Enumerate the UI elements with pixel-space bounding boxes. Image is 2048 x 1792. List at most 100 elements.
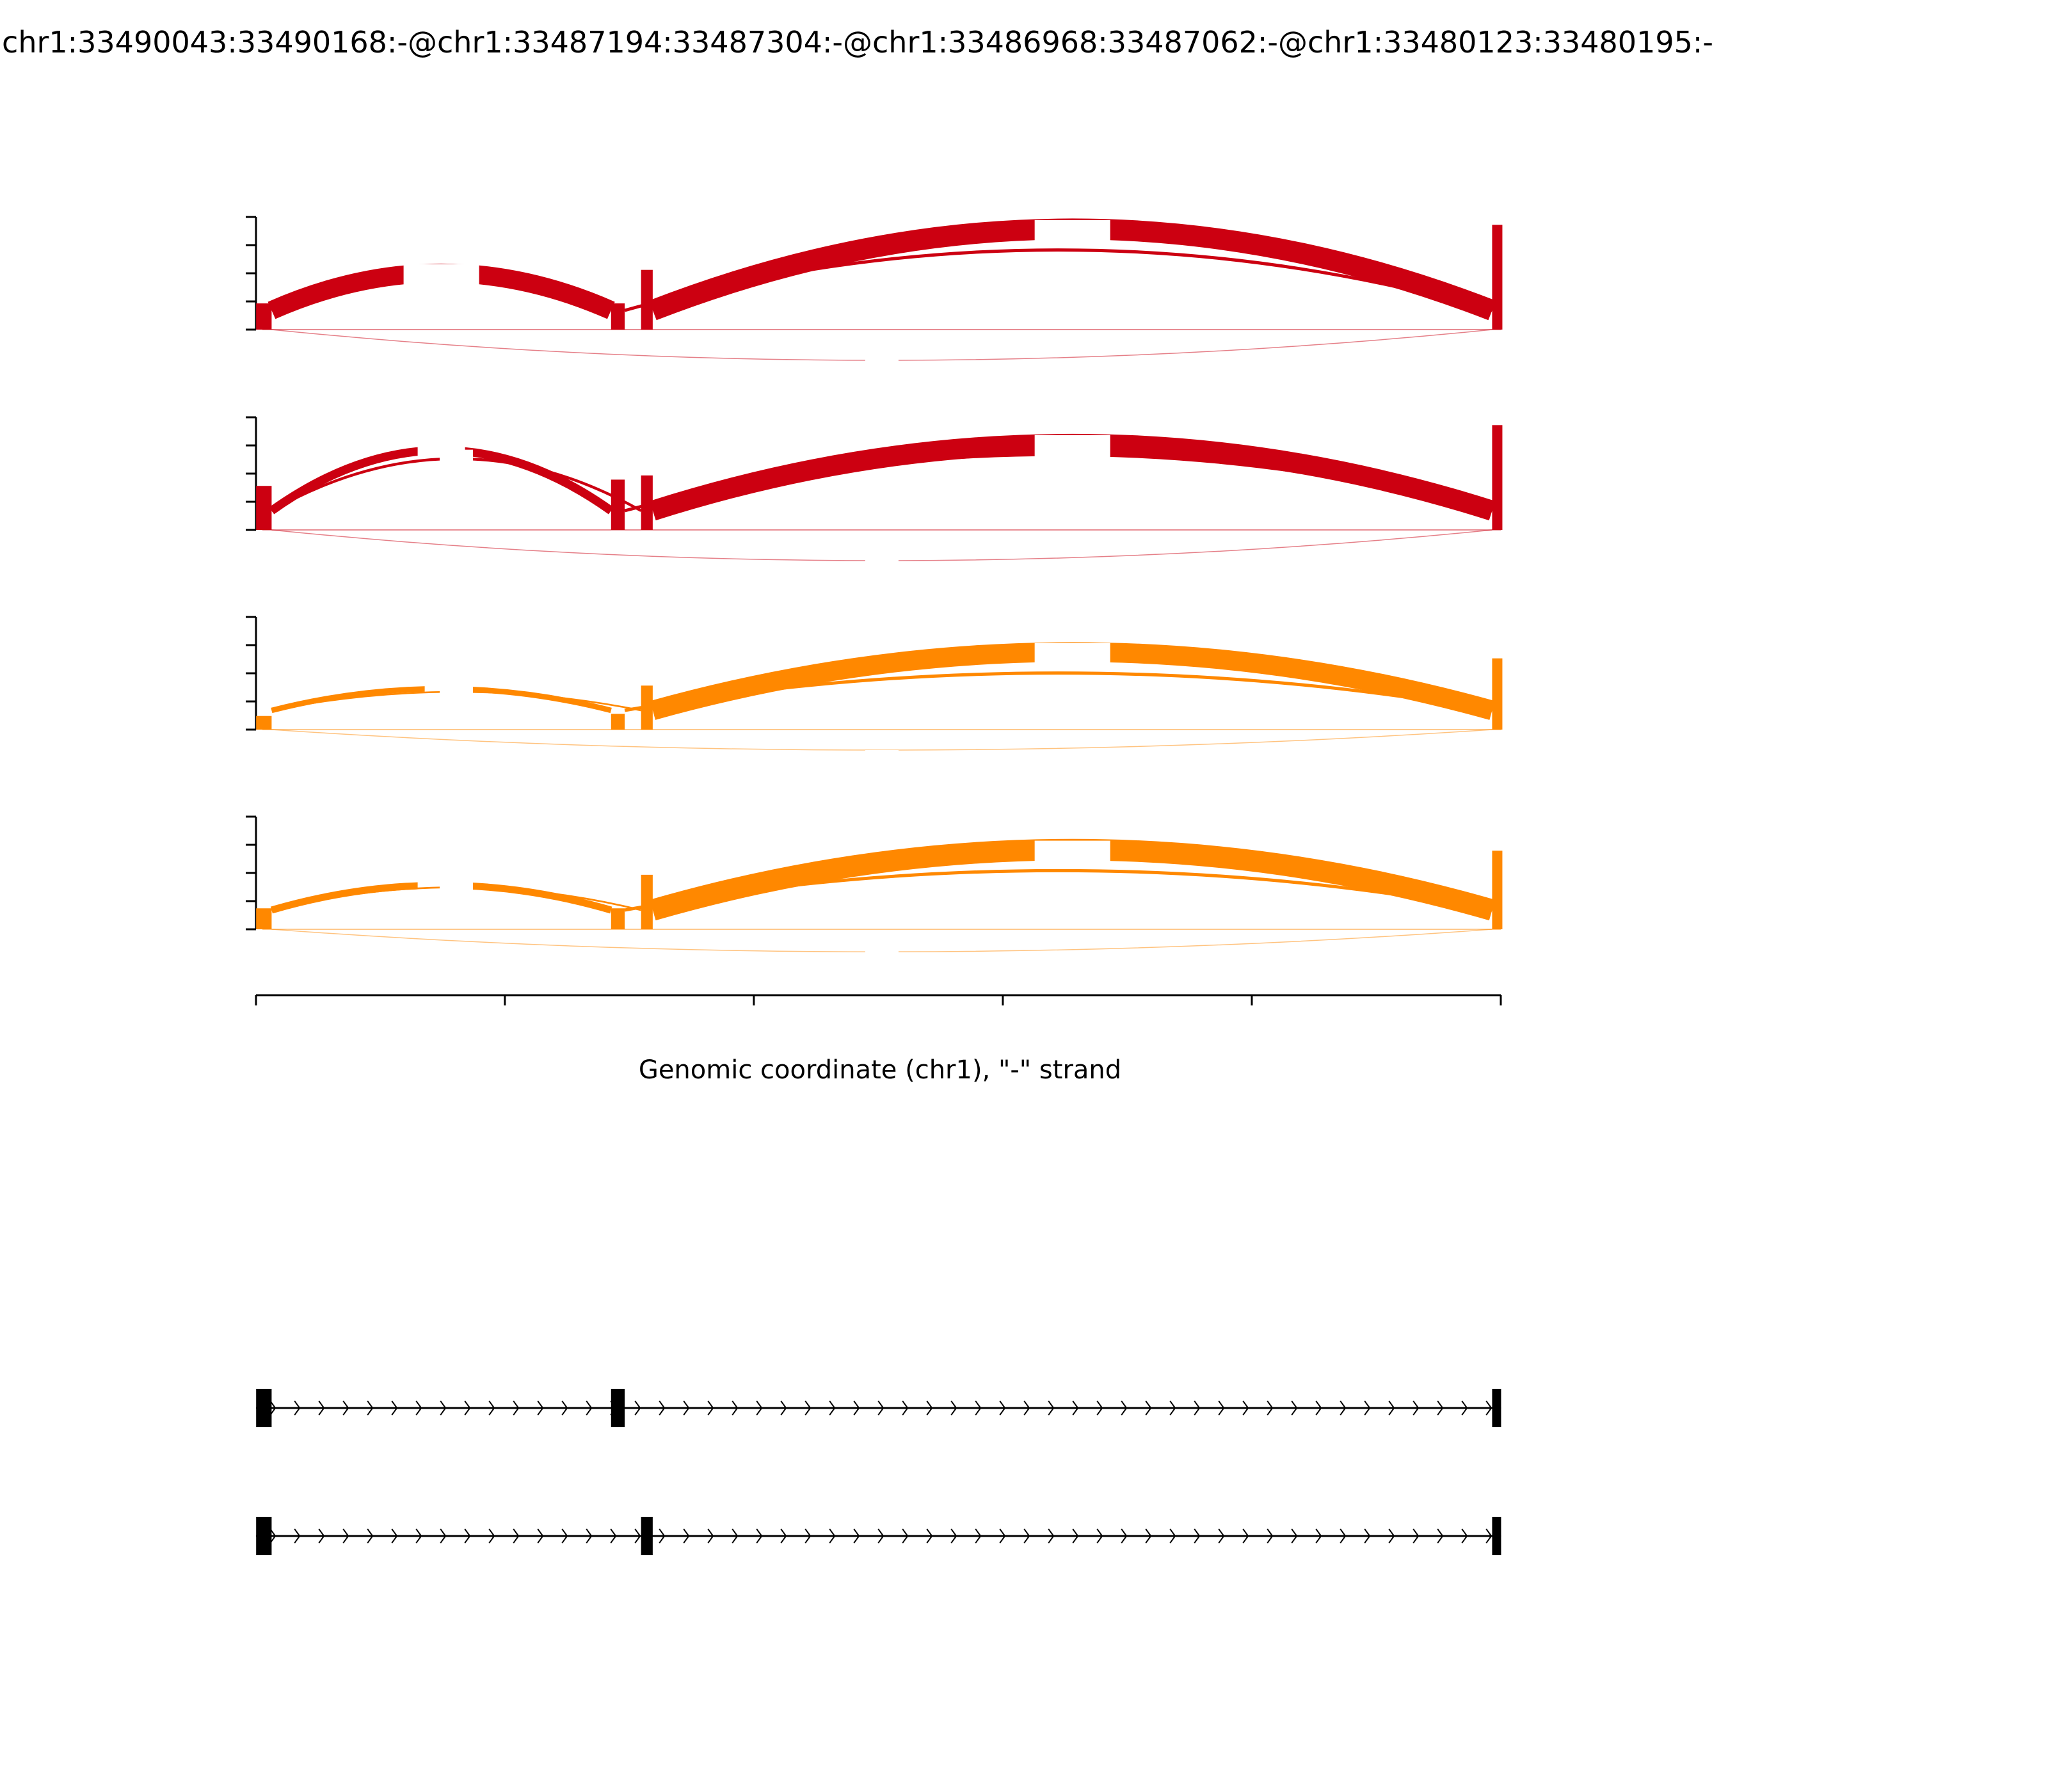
- strand-arrow-icon: [659, 1400, 666, 1416]
- strand-arrow-icon: [1461, 1400, 1468, 1416]
- strand-arrow-icon: [1194, 1400, 1201, 1416]
- strand-arrow-icon: [1048, 1528, 1055, 1544]
- strand-arrow-icon: [367, 1528, 374, 1544]
- isoform-track: [256, 1389, 1501, 1555]
- strand-arrow-icon: [902, 1400, 909, 1416]
- junction-label-bg: [1034, 840, 1110, 864]
- strand-arrow-icon: [1218, 1528, 1225, 1544]
- exon-block: [256, 1389, 272, 1427]
- strand-arrow-icon: [975, 1528, 982, 1544]
- strand-arrow-icon: [1364, 1528, 1371, 1544]
- strand-arrow-icon: [464, 1400, 471, 1416]
- isoform-model: [256, 1517, 1501, 1555]
- strand-arrow-icon: [1267, 1400, 1274, 1416]
- strand-arrow-icon: [732, 1400, 739, 1416]
- strand-arrow-icon: [440, 1528, 447, 1544]
- strand-arrow-icon: [537, 1528, 544, 1544]
- strand-arrow-icon: [1315, 1400, 1322, 1416]
- exon-block: [256, 1517, 272, 1555]
- strand-arrow-icon: [1242, 1400, 1249, 1416]
- junction-label-bg: [440, 878, 474, 902]
- sample-panel: [246, 216, 1503, 373]
- coverage-bar: [256, 908, 272, 929]
- strand-arrow-icon: [1121, 1400, 1128, 1416]
- strand-arrow-icon: [999, 1400, 1006, 1416]
- strand-arrow-icon: [1242, 1528, 1249, 1544]
- strand-arrow-icon: [1218, 1400, 1225, 1416]
- strand-arrow-icon: [1412, 1528, 1420, 1544]
- strand-arrow-icon: [1145, 1528, 1152, 1544]
- strand-arrow-icon: [1461, 1528, 1468, 1544]
- junction-label-bg: [865, 750, 899, 773]
- strand-arrow-icon: [586, 1528, 593, 1544]
- junction-label-bg: [865, 950, 899, 973]
- strand-arrow-icon: [829, 1400, 836, 1416]
- exon-block: [611, 1389, 625, 1427]
- coverage-bar: [611, 479, 625, 530]
- strand-arrow-icon: [391, 1528, 398, 1544]
- strand-arrow-icon: [950, 1528, 957, 1544]
- strand-arrow-icon: [877, 1400, 884, 1416]
- junction-arc: [271, 729, 1492, 751]
- figure-title: chr1:33490043:33490168:-@chr1:33487194:3…: [2, 25, 1713, 60]
- strand-arrow-icon: [1194, 1528, 1201, 1544]
- strand-arrow-icon: [634, 1400, 641, 1416]
- coverage-bar: [256, 716, 272, 730]
- strand-arrow-icon: [294, 1528, 301, 1544]
- strand-arrow-icon: [1437, 1528, 1444, 1544]
- junction-label-bg: [1034, 643, 1110, 666]
- strand-arrow-icon: [561, 1528, 568, 1544]
- junction-label-bg: [865, 350, 899, 373]
- strand-arrow-icon: [391, 1400, 398, 1416]
- strand-arrow-icon: [1291, 1400, 1298, 1416]
- junction-label-bg: [1034, 435, 1110, 458]
- strand-arrow-icon: [269, 1528, 276, 1544]
- strand-arrow-icon: [683, 1528, 690, 1544]
- strand-arrow-icon: [561, 1400, 568, 1416]
- sashimi-panels: [246, 216, 1503, 973]
- strand-arrow-icon: [342, 1528, 349, 1544]
- strand-arrow-icon: [610, 1528, 617, 1544]
- strand-arrow-icon: [707, 1528, 714, 1544]
- strand-arrow-icon: [1485, 1400, 1492, 1416]
- strand-arrow-icon: [415, 1400, 422, 1416]
- coverage-bar: [256, 303, 272, 330]
- strand-arrow-icon: [586, 1400, 593, 1416]
- exon-block: [641, 1517, 653, 1555]
- coverage-bar: [1492, 225, 1503, 330]
- strand-arrow-icon: [294, 1400, 301, 1416]
- coverage-bar: [611, 714, 625, 730]
- coverage-bar: [641, 874, 653, 929]
- strand-arrow-icon: [1388, 1528, 1395, 1544]
- strand-arrow-icon: [999, 1528, 1006, 1544]
- strand-arrow-icon: [756, 1528, 763, 1544]
- strand-arrow-icon: [1145, 1400, 1152, 1416]
- coverage-bar: [1492, 425, 1503, 530]
- isoform-model: [256, 1389, 1501, 1427]
- sample-panel: [246, 616, 1503, 773]
- strand-arrow-icon: [1023, 1528, 1030, 1544]
- strand-arrow-icon: [1267, 1528, 1274, 1544]
- sample-panel: [246, 815, 1503, 973]
- strand-arrow-icon: [1412, 1400, 1420, 1416]
- coverage-bar: [1492, 658, 1503, 730]
- strand-arrow-icon: [1340, 1400, 1347, 1416]
- strand-arrow-icon: [1096, 1400, 1103, 1416]
- strand-arrow-icon: [513, 1528, 520, 1544]
- coverage-bar: [1492, 851, 1503, 929]
- strand-arrow-icon: [513, 1400, 520, 1416]
- strand-arrow-icon: [1121, 1528, 1128, 1544]
- strand-arrow-icon: [1169, 1400, 1176, 1416]
- coverage-bar: [611, 908, 625, 929]
- strand-arrow-icon: [853, 1400, 860, 1416]
- strand-arrow-icon: [1315, 1528, 1322, 1544]
- strand-arrow-icon: [1169, 1528, 1176, 1544]
- junction-label-bg: [865, 550, 899, 573]
- strand-arrow-icon: [902, 1528, 909, 1544]
- strand-arrow-icon: [756, 1400, 763, 1416]
- strand-arrow-icon: [464, 1528, 471, 1544]
- strand-arrow-icon: [440, 1400, 447, 1416]
- strand-arrow-icon: [342, 1400, 349, 1416]
- x-axis: [255, 994, 1502, 1005]
